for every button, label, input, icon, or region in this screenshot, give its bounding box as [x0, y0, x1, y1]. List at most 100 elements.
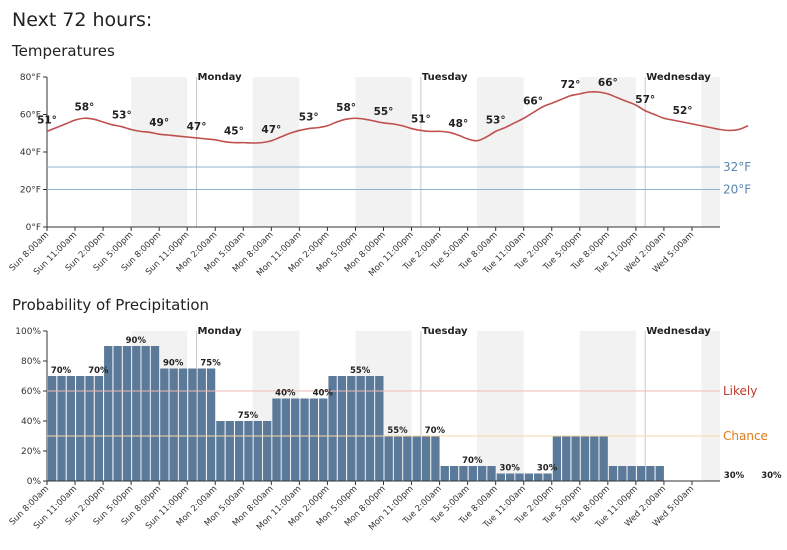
temperature-data-label: 53°	[486, 114, 506, 126]
precipitation-bar	[627, 466, 636, 481]
precipitation-bar	[347, 376, 356, 481]
temperature-chart-title: Temperatures	[12, 42, 115, 60]
temperature-data-label: 51°	[37, 114, 57, 126]
temperature-data-label: 53°	[299, 112, 319, 124]
temperature-data-label: 58°	[74, 101, 94, 113]
temperature-data-label: 72°	[561, 79, 581, 91]
temperature-data-label: 66°	[523, 96, 543, 108]
0-reference-label: 20°F	[723, 183, 751, 197]
precipitation-bar	[655, 466, 664, 481]
precipitation-data-label: 70%	[462, 456, 483, 466]
precipitation-bar	[328, 376, 337, 481]
precipitation-bar	[375, 376, 384, 481]
precipitation-bar	[309, 398, 319, 481]
precipitation-bar	[421, 436, 431, 481]
precipitation-bar	[590, 436, 599, 481]
precipitation-data-label: 30%	[537, 464, 558, 474]
precipitation-bar	[244, 421, 253, 481]
precipitation-bar	[150, 346, 160, 481]
precipitation-data-label: 90%	[163, 359, 184, 369]
precipitation-bar	[384, 436, 393, 481]
temperature-data-label: 51°	[411, 113, 431, 125]
precipitation-data-label: 70%	[88, 366, 109, 376]
0-y-tick-label: 40°F	[20, 148, 41, 158]
0-night-band	[579, 77, 636, 227]
precipitation-bar	[337, 376, 347, 481]
precipitation-data-label: 70%	[51, 366, 72, 376]
precipitation-bar	[618, 466, 627, 481]
1-day-label: Wednesday	[646, 326, 711, 337]
precipitation-data-label: 30%	[724, 471, 745, 481]
precipitation-bar	[225, 421, 234, 481]
precipitation-bar	[487, 466, 496, 481]
precipitation-data-label: 90%	[126, 336, 147, 346]
precipitation-data-label: 55%	[350, 366, 371, 376]
precipitation-data-label: 75%	[238, 411, 259, 421]
precipitation-bar	[496, 473, 506, 481]
precipitation-bar	[534, 473, 543, 481]
precipitation-data-label: 40%	[313, 389, 334, 399]
precipitation-bar	[552, 436, 562, 481]
precipitation-data-label: 55%	[387, 426, 408, 436]
1-day-label: Monday	[198, 326, 243, 337]
precipitation-bar	[57, 376, 66, 481]
precipitation-bar	[515, 473, 524, 481]
precipitation-bar	[253, 421, 262, 481]
precipitation-bar	[169, 368, 178, 481]
0-night-band	[355, 77, 412, 227]
0-y-tick-label: 60°F	[20, 111, 41, 121]
1-y-tick-label: 60%	[21, 387, 41, 397]
precipitation-bar	[431, 436, 440, 481]
precipitation-bar	[76, 376, 85, 481]
precipitation-bar	[599, 436, 608, 481]
1-y-tick-label: 100%	[15, 327, 41, 337]
temperature-data-label: 45°	[224, 126, 244, 138]
precipitation-bar	[281, 398, 291, 481]
temperature-data-label: 48°	[448, 118, 468, 130]
0-y-tick-label: 0°F	[26, 223, 41, 233]
precipitation-bar	[48, 376, 57, 481]
0-night-band	[476, 77, 524, 227]
precipitation-bar	[562, 436, 571, 481]
temperature-data-label: 47°	[187, 121, 207, 133]
temperature-line	[46, 90, 749, 144]
precipitation-bar	[543, 473, 552, 481]
temperature-data-label: 52°	[673, 105, 693, 117]
precipitation-bar	[356, 376, 365, 481]
precipitation-bar	[291, 398, 300, 481]
temperature-data-label: 53°	[112, 110, 132, 122]
precipitation-bar	[365, 376, 375, 481]
1-y-tick-label: 80%	[21, 357, 41, 367]
precipitation-chart-title: Probability of Precipitation	[12, 296, 210, 314]
precipitation-bar	[393, 436, 403, 481]
temperature-data-label: 57°	[635, 94, 655, 106]
precipitation-chart: 0% 20% 40% 60% 80% 100% Monday Tuesday Wednesday…	[8, 326, 782, 533]
1-reference-label: Likely	[723, 384, 757, 398]
precipitation-bar	[608, 466, 618, 481]
precipitation-bar	[506, 473, 515, 481]
precipitation-bar	[477, 466, 487, 481]
precipitation-bar	[459, 466, 468, 481]
page-title: Next 72 hours:	[12, 9, 153, 31]
precipitation-data-label: 40%	[275, 389, 296, 399]
temperature-data-label: 66°	[598, 77, 618, 89]
precipitation-bar	[197, 368, 206, 481]
precipitation-bar	[262, 421, 272, 481]
precipitation-bar	[300, 398, 309, 481]
precipitation-bar	[571, 436, 580, 481]
precipitation-bar	[440, 466, 449, 481]
temperature-data-label: 55°	[374, 106, 394, 118]
0-day-label: Tuesday	[422, 72, 468, 83]
precipitation-bar	[104, 346, 113, 481]
precipitation-bar	[122, 346, 132, 481]
1-day-label: Tuesday	[422, 326, 468, 337]
precipitation-bar	[646, 466, 655, 481]
precipitation-bar	[636, 466, 646, 481]
1-night-band	[476, 331, 524, 481]
1-y-tick-label: 0%	[27, 477, 42, 487]
0-y-tick-label: 80°F	[20, 73, 41, 83]
0-day-label: Monday	[198, 72, 243, 83]
precipitation-bar	[449, 466, 459, 481]
precipitation-bar	[113, 346, 122, 481]
